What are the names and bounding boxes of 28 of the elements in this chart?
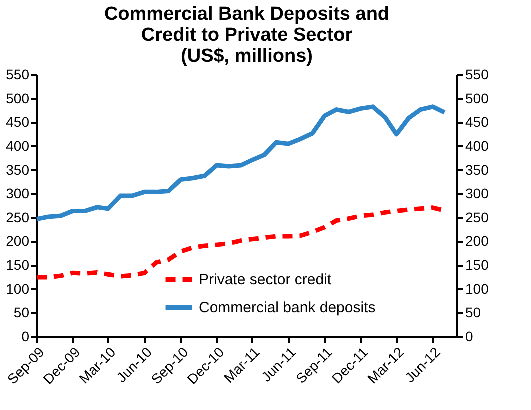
y2-tick-label: 250	[466, 209, 490, 226]
line-series	[34, 104, 448, 222]
y-tick-label: 350	[6, 162, 30, 178]
y-tick-label: 550	[6, 66, 30, 82]
chart-title: Commercial Bank Deposits and Credit to Private Sector (US$, millions)	[104, 4, 390, 67]
y2-tick-label: 400	[466, 138, 490, 154]
y2-tick-label: 550	[466, 66, 490, 82]
y2-tick-label: 150	[466, 257, 490, 274]
y2-tick-label: 500	[466, 90, 490, 106]
legend-label: Private sector credit	[199, 272, 332, 289]
y-tick-label: 200	[6, 233, 30, 250]
y2-tick-label: 200	[466, 233, 490, 250]
y2-tick-label: 100	[466, 280, 490, 297]
y2-tick-label: 450	[466, 114, 490, 130]
y-tick-label: 300	[6, 186, 30, 202]
y2-tick-label: 0	[466, 328, 474, 344]
y-tick-label: 150	[6, 257, 30, 274]
y-tick-label: 250	[6, 209, 30, 226]
y-tick-label: 400	[6, 138, 30, 154]
legend-label: Commercial bank deposits	[199, 300, 376, 317]
y-tick-label: 500	[6, 90, 30, 106]
y-tick-label: 50	[14, 304, 30, 321]
y-tick-label: 450	[6, 114, 30, 130]
y2-tick-label: 50	[466, 304, 482, 321]
y-tick-label: 100	[6, 280, 30, 297]
y2-tick-label: 300	[466, 186, 490, 202]
y2-tick-label: 350	[466, 162, 490, 178]
y-tick-label: 0	[22, 328, 30, 344]
